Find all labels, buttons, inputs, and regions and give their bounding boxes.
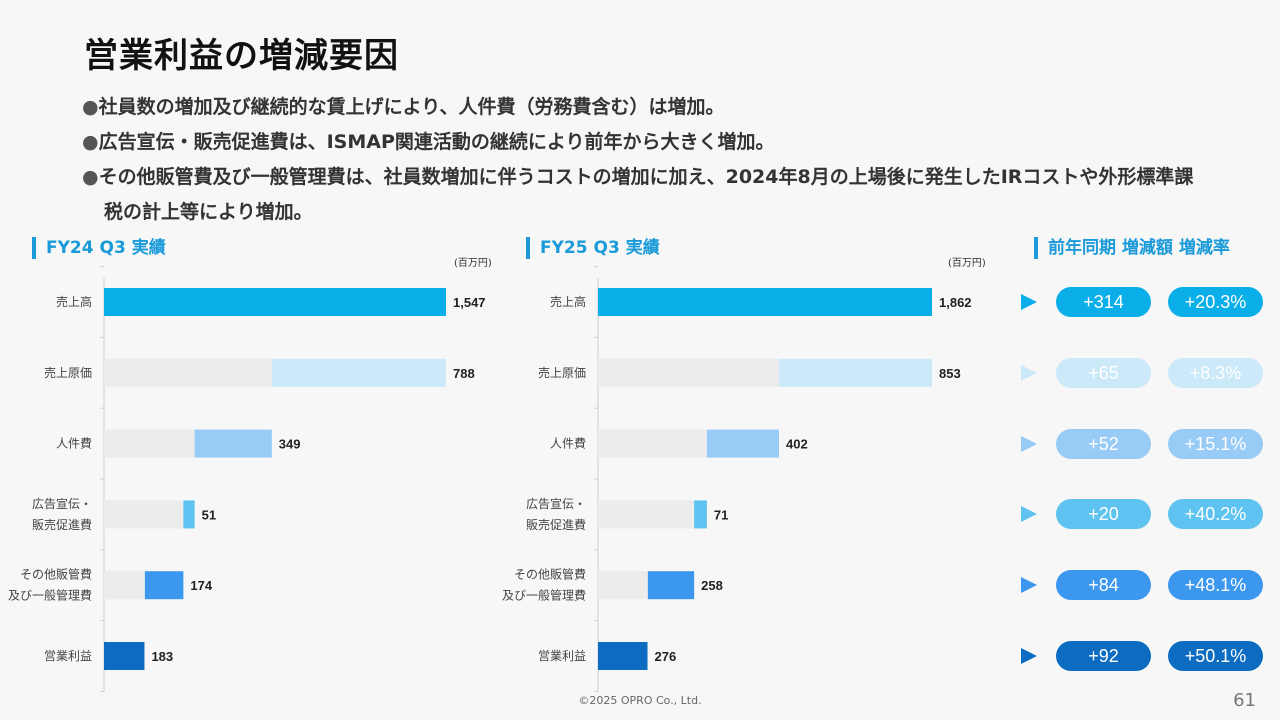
bullet-list: ●社員数の増加及び継続的な賃上げにより、人件費（労務費含む）は増加。 ●広告宣伝…: [82, 90, 1202, 230]
category-label: 広告宣伝・: [32, 496, 92, 511]
category-label: 及び一般管理費: [502, 588, 586, 603]
bar: [598, 642, 648, 670]
section-title-fy24: FY24 Q3 実績: [32, 237, 166, 259]
section-title-diff: 前年同期 増減額 増減率: [1034, 237, 1230, 259]
change-rate-pill: +50.1%: [1168, 641, 1263, 671]
unit-label-fy25: (百万円): [948, 258, 986, 269]
category-label: 営業利益: [538, 649, 586, 663]
change-rate-pill: +20.3%: [1168, 287, 1263, 317]
bar-track: [104, 571, 145, 600]
value-label: 1,547: [453, 295, 486, 310]
bar: [271, 358, 446, 387]
value-label: 788: [453, 366, 475, 381]
bar-track: [104, 358, 272, 387]
value-label: 1,862: [939, 295, 972, 310]
category-label: 売上原価: [538, 365, 586, 380]
category-label: 人件費: [550, 436, 586, 451]
value-label: 258: [701, 578, 723, 593]
bar-track: [598, 500, 695, 529]
bullet-3: ●その他販管費及び一般管理費は、社員数増加に伴うコストの増加に加え、2024年8…: [82, 160, 1202, 230]
arrow-right-icon: [1021, 294, 1037, 310]
change-amount-pill: +84: [1056, 570, 1151, 601]
waterfall-chart-fy24: 1,547 売上高 788 売上原価 349 人件費 51 広告宣伝・販売促進費 174 その他販…: [8, 266, 486, 692]
category-label: 及び一般管理費: [8, 588, 92, 603]
category-label: 売上原価: [44, 365, 92, 380]
bar-track: [598, 571, 648, 600]
change-amount-pill: +20: [1056, 499, 1151, 530]
arrow-right-icon: [1021, 435, 1037, 452]
change-amount-pill: +92: [1056, 641, 1151, 671]
category-label: 広告宣伝・: [526, 496, 586, 511]
category-label: 売上高: [550, 294, 586, 309]
value-label: 402: [786, 437, 808, 452]
bullet-text: 広告宣伝・販売促進費は、ISMAP関連活動の継続により前年から大きく増加。: [98, 131, 775, 153]
bar: [104, 642, 145, 670]
bullet-2: ●広告宣伝・販売促進費は、ISMAP関連活動の継続により前年から大きく増加。: [82, 125, 1202, 160]
bar-track: [598, 429, 707, 458]
bar: [598, 288, 932, 316]
bar-track: [598, 358, 779, 387]
bullet-1: ●社員数の増加及び継続的な賃上げにより、人件費（労務費含む）は増加。: [82, 90, 1202, 125]
bar: [778, 358, 932, 387]
bullet-dot-icon: ●: [82, 96, 99, 118]
arrow-right-icon: [1021, 364, 1037, 381]
bar-track: [104, 429, 195, 458]
bar: [104, 288, 446, 316]
bar: [183, 500, 195, 529]
change-amount-pill: +314: [1056, 287, 1151, 317]
change-rate-pill: +48.1%: [1168, 570, 1263, 601]
page-title: 営業利益の増減要因: [84, 36, 399, 76]
value-label: 349: [279, 437, 301, 452]
arrow-right-icon: [1021, 577, 1037, 594]
bar: [694, 500, 707, 529]
change-rate-pill: +40.2%: [1168, 499, 1263, 530]
value-label: 51: [202, 507, 216, 522]
bullet-dot-icon: ●: [82, 166, 99, 188]
section-title-fy25: FY25 Q3 実績: [526, 237, 660, 259]
category-label: その他販管費: [514, 567, 586, 582]
category-label: 人件費: [56, 436, 92, 451]
arrow-right-icon: [1021, 648, 1037, 664]
category-label: 販売促進費: [526, 517, 586, 532]
bar: [144, 571, 184, 600]
category-label: 営業利益: [44, 649, 92, 663]
category-label: 販売促進費: [32, 517, 92, 532]
change-rate-pill: +15.1%: [1168, 428, 1263, 459]
bullet-dot-icon: ●: [82, 131, 99, 153]
bar: [194, 429, 272, 458]
arrow-right-icon: [1021, 506, 1037, 523]
change-amount-pill: +65: [1056, 357, 1151, 388]
value-label: 183: [151, 649, 173, 664]
category-label: その他販管費: [20, 567, 92, 582]
page-number: 61: [1233, 690, 1256, 711]
value-label: 71: [714, 507, 728, 522]
waterfall-chart-fy25: 1,862 売上高 853 売上原価 402 人件費 71 広告宣伝・販売促進費 258 その他販…: [502, 266, 972, 692]
bar: [706, 429, 779, 458]
bar-track: [104, 500, 184, 529]
value-label: 853: [939, 366, 961, 381]
copyright: ©2025 OPRO Co., Ltd.: [578, 694, 702, 707]
category-label: 売上高: [56, 294, 92, 309]
change-rate-pill: +8.3%: [1168, 357, 1263, 388]
bullet-text: その他販管費及び一般管理費は、社員数増加に伴うコストの増加に加え、2024年8月…: [98, 166, 1194, 223]
bullet-text: 社員数の増加及び継続的な賃上げにより、人件費（労務費含む）は増加。: [98, 96, 725, 118]
value-label: 174: [190, 578, 212, 593]
unit-label-fy24: (百万円): [454, 258, 492, 269]
value-label: 276: [655, 649, 677, 664]
bar: [647, 571, 695, 600]
change-amount-pill: +52: [1056, 428, 1151, 459]
